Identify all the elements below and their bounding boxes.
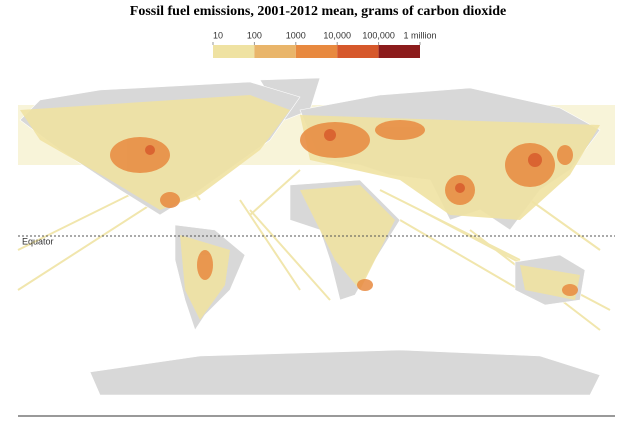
hotspots-high <box>145 129 542 193</box>
legend-swatch <box>295 45 338 58</box>
hotspots <box>110 120 578 296</box>
legend-swatch <box>378 45 420 58</box>
legend-label: 10,000 <box>323 30 351 40</box>
antarctica <box>89 349 601 396</box>
legend-label: 1000 <box>286 30 306 40</box>
emission-areas <box>20 95 600 320</box>
legend-swatch <box>337 45 379 58</box>
legend-label: 1 million <box>403 30 436 40</box>
legend-swatch <box>254 45 296 58</box>
equator-label: Equator <box>22 236 54 246</box>
world-map: Equator <box>17 77 615 396</box>
legend-label: 100,000 <box>362 30 395 40</box>
legend-swatch <box>213 45 255 58</box>
title: Fossil fuel emissions, 2001-2012 mean, g… <box>130 4 506 19</box>
legend: 10 100 1000 10,000 100,000 1 million <box>212 30 437 58</box>
legend-label: 10 <box>213 30 223 40</box>
legend-label: 100 <box>247 30 262 40</box>
